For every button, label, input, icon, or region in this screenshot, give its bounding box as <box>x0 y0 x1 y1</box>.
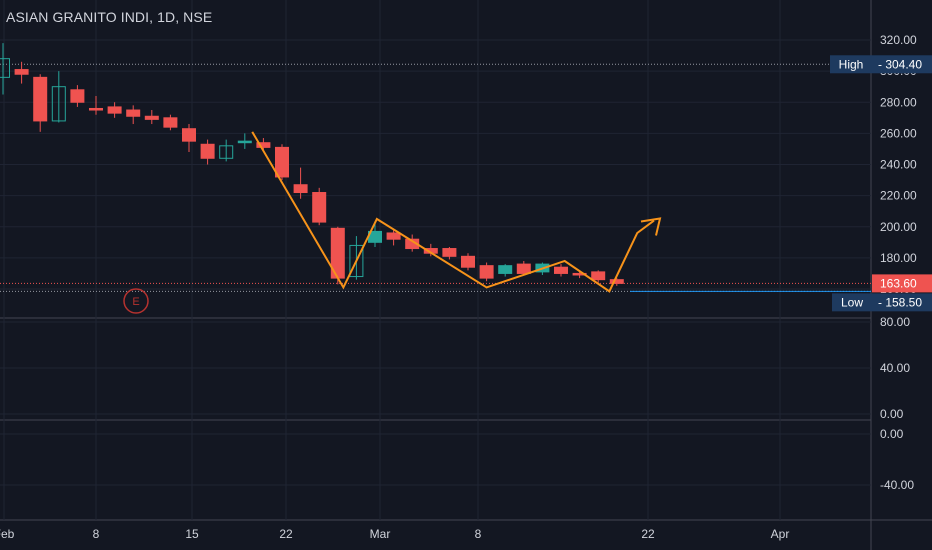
candle-body <box>275 146 289 178</box>
candle-body <box>498 265 513 274</box>
candle-body <box>516 263 531 274</box>
price-tick-label: 280.00 <box>880 95 917 109</box>
candle-body <box>33 76 48 122</box>
candle-body <box>461 255 475 268</box>
candle-body <box>479 265 494 279</box>
low-label: Low <box>841 295 863 309</box>
candle-body <box>609 279 624 284</box>
candle-body <box>591 271 606 281</box>
candle-body <box>442 248 457 257</box>
high-label-box <box>830 55 872 74</box>
price-tick-label: 240.00 <box>880 158 917 172</box>
candle-body <box>572 272 587 276</box>
candle-body <box>14 69 29 75</box>
price-tick-label: 260.00 <box>880 126 917 140</box>
time-tick-label: 8 <box>93 527 100 541</box>
candle-body <box>89 107 103 111</box>
candle-body <box>386 232 401 240</box>
low-value-box <box>872 293 932 312</box>
candle-body <box>144 115 159 120</box>
time-tick-label: 22 <box>641 527 655 541</box>
earnings-marker-icon <box>123 288 149 314</box>
time-tick-label: Mar <box>370 527 391 541</box>
time-tick-label: Apr <box>771 527 790 541</box>
candle-body <box>107 106 122 114</box>
candle-body <box>293 184 308 194</box>
candle-body <box>126 109 141 117</box>
time-tick-label: Feb <box>0 527 15 541</box>
time-tick-label: 8 <box>475 527 482 541</box>
candle-body <box>219 145 234 159</box>
indicator-tick-label: -40.00 <box>880 478 914 492</box>
pattern-arrow-head <box>640 217 662 236</box>
price-tick-label: 200.00 <box>880 220 917 234</box>
low-value: - 158.50 <box>878 295 922 309</box>
indicator-tick-label: 0.00 <box>880 427 904 441</box>
candle-body <box>163 117 178 128</box>
candle-body <box>182 128 196 142</box>
last-price-box <box>872 274 932 293</box>
candle-body <box>349 244 364 278</box>
high-value: - 304.40 <box>878 57 922 71</box>
candle-body <box>51 86 66 122</box>
price-tick-label: 180.00 <box>880 251 917 265</box>
candle-body <box>256 142 271 148</box>
time-tick-label: 22 <box>279 527 293 541</box>
high-value-box <box>872 55 932 74</box>
candle-body <box>312 192 327 223</box>
pattern-drawing-line <box>251 131 655 293</box>
candle-body <box>237 140 252 144</box>
earnings-marker-label: E <box>132 296 139 308</box>
volume-tick-label: 40.00 <box>880 361 910 375</box>
low-label-box <box>832 293 872 312</box>
candle-body <box>200 143 215 159</box>
time-tick-label: 15 <box>185 527 199 541</box>
volume-tick-label: 0.00 <box>880 407 904 421</box>
chart-title: ASIAN GRANITO INDI, 1D, NSE <box>6 9 213 25</box>
price-tick-label: 220.00 <box>880 189 917 203</box>
volume-tick-label: 80.00 <box>880 315 910 329</box>
price-tick-label: 320.00 <box>880 33 917 47</box>
candle-body <box>405 238 420 250</box>
candle-body <box>70 89 85 103</box>
last-price-value: 163.60 <box>880 276 917 290</box>
high-label: High <box>839 57 864 71</box>
candle-body <box>554 266 568 274</box>
candle-body <box>0 58 10 78</box>
